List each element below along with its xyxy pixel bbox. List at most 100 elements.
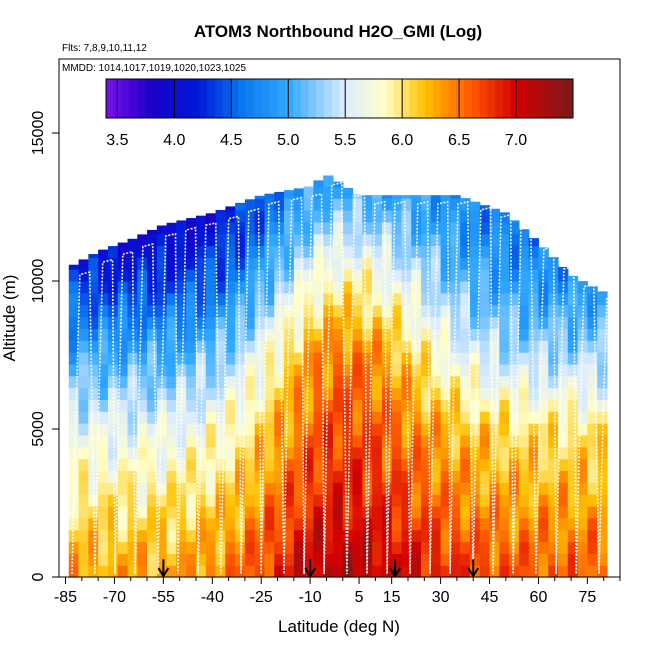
heatmap-cell <box>421 328 432 341</box>
heatmap-cell <box>518 269 530 282</box>
heatmap-cell <box>479 529 491 543</box>
heatmap-cell <box>460 257 471 270</box>
heatmap-cell <box>303 375 314 389</box>
heatmap-cell <box>166 553 178 566</box>
heatmap-cell <box>528 494 540 507</box>
heatmap-cell <box>362 411 373 424</box>
heatmap-cell <box>68 363 80 377</box>
heatmap-cell <box>342 434 354 448</box>
heatmap-cell <box>577 505 588 519</box>
colorbar-segment <box>425 79 434 118</box>
colorbar-segment <box>471 79 481 118</box>
colorbar-tick-label: 4.5 <box>220 132 242 149</box>
heatmap-cell <box>313 257 324 270</box>
heatmap-cell <box>264 233 275 247</box>
heatmap-cell <box>381 411 393 424</box>
heatmap-cell <box>323 363 334 377</box>
heatmap-cell <box>127 245 138 258</box>
heatmap-cell <box>274 352 285 365</box>
heatmap-cell <box>411 423 422 436</box>
heatmap-cell <box>509 458 520 472</box>
heatmap-cell <box>254 245 266 258</box>
colorbar-segment <box>129 79 138 118</box>
heatmap-cell <box>293 553 305 566</box>
heatmap-cell <box>489 292 500 306</box>
heatmap-cell <box>293 269 305 282</box>
heatmap-cell <box>372 363 383 377</box>
colorbar-tick-label: 5.0 <box>277 132 299 149</box>
x-tick-label: -40 <box>201 589 224 606</box>
heatmap-cell <box>264 565 275 578</box>
heatmap-cell <box>587 553 598 566</box>
heatmap-cell <box>450 446 461 460</box>
heatmap-cell <box>381 245 393 258</box>
colorbar-segment <box>417 79 426 118</box>
heatmap-cell <box>538 363 549 377</box>
heatmap-cell <box>274 565 285 578</box>
heatmap-cell <box>166 517 178 531</box>
heatmap-cell <box>430 352 442 365</box>
colorbar-segment <box>456 79 465 118</box>
heatmap-cell <box>225 304 236 318</box>
heatmap-cell <box>489 411 500 424</box>
heatmap-cell <box>78 352 89 365</box>
heatmap-cell <box>88 375 99 389</box>
heatmap-cell <box>489 553 500 566</box>
heatmap-cell <box>195 328 207 341</box>
heatmap-cell <box>166 529 178 543</box>
heatmap-cell <box>460 494 471 507</box>
heatmap-cell <box>430 304 442 318</box>
heatmap-cell <box>460 292 471 306</box>
heatmap-cell <box>313 198 324 211</box>
heatmap-cell <box>479 541 491 554</box>
heatmap-cell <box>176 304 187 318</box>
heatmap-cell <box>567 375 579 389</box>
heatmap-cell <box>244 363 256 377</box>
heatmap-cell <box>264 340 275 353</box>
heatmap-cell <box>303 494 314 507</box>
heatmap-cell <box>577 434 588 448</box>
heatmap-cell <box>186 387 197 400</box>
heatmap-cell <box>597 304 608 318</box>
heatmap-cell <box>313 458 324 472</box>
heatmap-cell <box>440 340 451 353</box>
heatmap-cell <box>235 316 246 329</box>
heatmap-cell <box>567 553 579 566</box>
heatmap-cell <box>225 446 236 460</box>
heatmap-cell <box>372 269 383 282</box>
heatmap-cell <box>469 553 481 566</box>
heatmap-cell <box>342 233 354 247</box>
heatmap-cell <box>166 470 178 483</box>
heatmap-cell <box>107 565 119 578</box>
heatmap-cell <box>332 411 344 424</box>
heatmap-cell <box>293 517 305 531</box>
heatmap-cell <box>489 423 500 436</box>
heatmap-cell <box>127 281 138 294</box>
heatmap-cell <box>342 257 354 270</box>
heatmap-cell <box>411 245 422 258</box>
heatmap-cell <box>205 446 217 460</box>
heatmap-cell <box>362 387 373 400</box>
heatmap-cell <box>440 304 451 318</box>
heatmap-cell <box>587 470 598 483</box>
heatmap-cell <box>460 304 471 318</box>
colorbar-segment <box>277 79 286 118</box>
heatmap-cell <box>391 221 403 235</box>
heatmap-cell <box>254 375 266 389</box>
heatmap-cell <box>254 541 266 554</box>
heatmap-cell <box>421 565 432 578</box>
heatmap-cell <box>244 257 256 270</box>
heatmap-cell <box>137 423 148 436</box>
heatmap-cell <box>78 565 89 578</box>
heatmap-cell <box>205 505 217 519</box>
heatmap-cell <box>195 505 207 519</box>
heatmap-cell <box>88 352 99 365</box>
heatmap-cell <box>499 328 510 341</box>
heatmap-cell <box>391 292 403 306</box>
heatmap-cell <box>225 517 236 531</box>
heatmap-cell <box>460 411 471 424</box>
heatmap-cell <box>147 269 158 282</box>
heatmap-cell <box>548 458 559 472</box>
heatmap-cell <box>440 505 451 519</box>
heatmap-cell <box>284 233 295 247</box>
